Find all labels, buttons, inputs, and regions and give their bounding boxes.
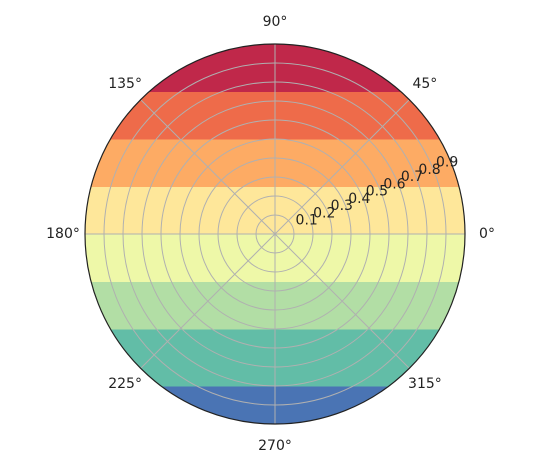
theta-tick-label-180: 180°: [46, 226, 80, 242]
theta-gridline-1: [274, 99, 410, 235]
theta-tick-label-90: 90°: [263, 14, 288, 30]
r-tick-label-5: 0.6: [383, 176, 405, 192]
r-tick-label-4: 0.5: [366, 184, 388, 200]
r-tick-label-0: 0.1: [296, 213, 318, 229]
theta-tick-label-45: 45°: [412, 76, 437, 92]
theta-tick-label-135: 135°: [108, 76, 142, 92]
theta-tick-label-0: 0°: [479, 226, 495, 242]
theta-gridline-5: [140, 233, 276, 369]
r-tick-label-7: 0.8: [418, 162, 440, 178]
theta-tick-label-225: 225°: [108, 376, 142, 392]
r-tick-label-6: 0.7: [401, 169, 423, 185]
polar-outer-ring: [84, 43, 466, 425]
theta-tick-label-270: 270°: [258, 438, 292, 454]
theta-gridline-3: [140, 99, 276, 235]
theta-tick-label-315: 315°: [408, 376, 442, 392]
r-tick-label-3: 0.4: [348, 191, 370, 207]
r-tick-label-1: 0.2: [313, 205, 335, 221]
r-tick-label-2: 0.3: [331, 198, 353, 214]
r-tick-label-8: 0.9: [436, 155, 458, 171]
theta-gridline-7: [274, 233, 410, 369]
